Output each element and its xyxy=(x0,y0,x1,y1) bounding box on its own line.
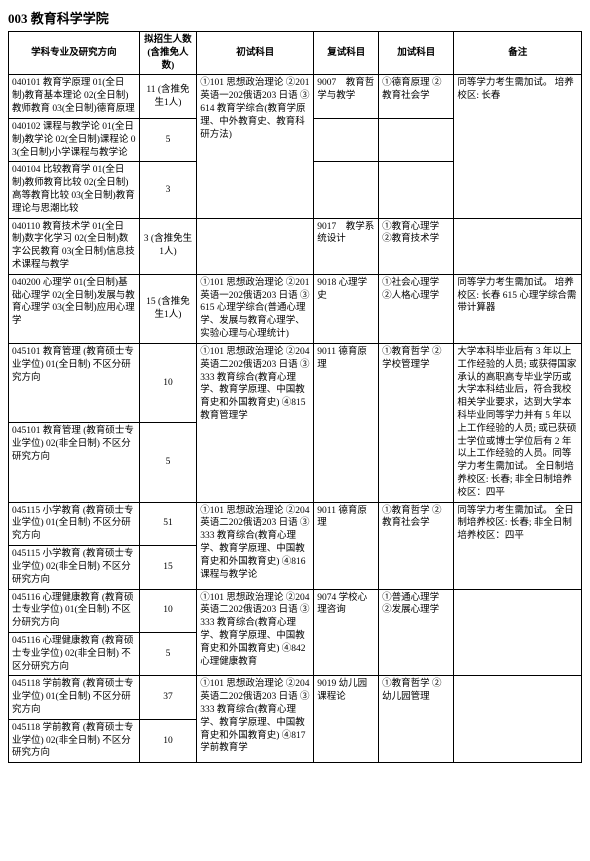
header-exam3: 加试科目 xyxy=(379,32,454,75)
cell-exam2: 9018 心理学史 xyxy=(314,274,379,343)
cell-note xyxy=(454,218,582,274)
header-num: 拟招生人数 (含推免人数) xyxy=(139,32,197,75)
table-row: 045118 学前教育 (教育硕士专业学位) 01(全日制) 不区分研究方向37… xyxy=(9,676,582,719)
cell-exam1: ①101 思想政治理论 ②204 英语二202俄语203 日语 ③333 教育综… xyxy=(197,502,314,589)
cell-exam1: ①101 思想政治理论 ②204 英语二202俄语203 日语 ③333 教育综… xyxy=(197,343,314,502)
cell-exam1: ①101 思想政治理论 ②201 英语一202俄语203 日语 ③615 心理学… xyxy=(197,274,314,343)
cell-exam3: ①社会心理学 ②人格心理学 xyxy=(379,274,454,343)
cell-num: 15 (含推免生1人) xyxy=(139,274,197,343)
cell-num: 5 xyxy=(139,423,197,502)
cell-exam1: ①101 思想政治理论 ②201 英语一202俄语203 日语 ③614 教育学… xyxy=(197,75,314,218)
table-row: 045115 小学教育 (教育硕士专业学位) 01(全日制) 不区分研究方向51… xyxy=(9,502,582,545)
cell-major: 045118 学前教育 (教育硕士专业学位) 02(非全日制) 不区分研究方向 xyxy=(9,719,140,762)
cell-exam2: 9017 教学系统设计 xyxy=(314,218,379,274)
cell-num: 3 xyxy=(139,162,197,218)
table-row: 040110 教育技术学 01(全日制)数字化学习 02(全日制)数字公民教育 … xyxy=(9,218,582,274)
cell-num: 3 (含推免生1人) xyxy=(139,218,197,274)
cell-major: 045118 学前教育 (教育硕士专业学位) 01(全日制) 不区分研究方向 xyxy=(9,676,140,719)
cell-major: 045115 小学教育 (教育硕士专业学位) 02(非全日制) 不区分研究方向 xyxy=(9,546,140,589)
cell-exam2 xyxy=(314,162,379,218)
cell-exam2: 9007 教育哲学与教学 xyxy=(314,75,379,118)
table-row: 040101 教育学原理 01(全日制)教育基本理论 02(全日制)教师教育 0… xyxy=(9,75,582,118)
cell-exam3: ①教育哲学 ②学校管理学 xyxy=(379,343,454,502)
cell-num: 5 xyxy=(139,118,197,161)
cell-exam3: ①教育哲学 ②幼儿园管理 xyxy=(379,676,454,763)
cell-major: 045101 教育管理 (教育硕士专业学位) 01(全日制) 不区分研究方向 xyxy=(9,343,140,422)
cell-major: 040104 比较教育学 01(全日制)教师教育比较 02(全日制)高等教育比较… xyxy=(9,162,140,218)
cell-exam3: ①教育哲学 ②教育社会学 xyxy=(379,502,454,589)
header-exam1: 初试科目 xyxy=(197,32,314,75)
cell-exam2: 9011 德育原理 xyxy=(314,502,379,589)
cell-major: 040110 教育技术学 01(全日制)数字化学习 02(全日制)数字公民教育 … xyxy=(9,218,140,274)
cell-exam2: 9019 幼儿园课程论 xyxy=(314,676,379,763)
cell-exam2 xyxy=(314,118,379,161)
cell-num: 10 xyxy=(139,589,197,632)
cell-exam3 xyxy=(379,118,454,161)
cell-note xyxy=(454,589,582,676)
cell-major: 045115 小学教育 (教育硕士专业学位) 01(全日制) 不区分研究方向 xyxy=(9,502,140,545)
header-exam2: 复试科目 xyxy=(314,32,379,75)
cell-major: 045116 心理健康教育 (教育硕士专业学位) 02(非全日制) 不区分研究方… xyxy=(9,632,140,675)
page-title: 003 教育科学学院 xyxy=(8,8,582,27)
cell-major: 040200 心理学 01(全日制)基础心理学 02(全日制)发展与教育心理学 … xyxy=(9,274,140,343)
cell-num: 51 xyxy=(139,502,197,545)
cell-num: 5 xyxy=(139,632,197,675)
header-major: 学科专业及研究方向 xyxy=(9,32,140,75)
cell-exam1: ①101 思想政治理论 ②204 英语二202俄语203 日语 ③333 教育综… xyxy=(197,676,314,763)
cell-num: 15 xyxy=(139,546,197,589)
cell-exam3 xyxy=(379,162,454,218)
cell-major: 045101 教育管理 (教育硕士专业学位) 02(非全日制) 不区分研究方向 xyxy=(9,423,140,502)
cell-exam3: ①普通心理学 ②发展心理学 xyxy=(379,589,454,676)
table-row: 040200 心理学 01(全日制)基础心理学 02(全日制)发展与教育心理学 … xyxy=(9,274,582,343)
cell-exam2: 9011 德育原理 xyxy=(314,343,379,502)
cell-exam1 xyxy=(197,218,314,274)
cell-note: 同等学力考生需加试。 培养校区: 长春 xyxy=(454,75,582,218)
cell-exam2: 9074 学校心理咨询 xyxy=(314,589,379,676)
cell-num: 10 xyxy=(139,719,197,762)
header-note: 备注 xyxy=(454,32,582,75)
cell-note xyxy=(454,676,582,763)
table-header: 学科专业及研究方向 拟招生人数 (含推免人数) 初试科目 复试科目 加试科目 备… xyxy=(9,32,582,75)
cell-note: 同等学力考生需加试。 培养校区: 长春 615 心理学综合需带计算器 xyxy=(454,274,582,343)
table-body: 040101 教育学原理 01(全日制)教育基本理论 02(全日制)教师教育 0… xyxy=(9,75,582,763)
cell-num: 37 xyxy=(139,676,197,719)
cell-note: 同等学力考生需加试。 全日制培养校区: 长春; 非全日制培养校区：四平 xyxy=(454,502,582,589)
cell-num: 10 xyxy=(139,343,197,422)
table-row: 045116 心理健康教育 (教育硕士专业学位) 01(全日制) 不区分研究方向… xyxy=(9,589,582,632)
cell-major: 040101 教育学原理 01(全日制)教育基本理论 02(全日制)教师教育 0… xyxy=(9,75,140,118)
program-table: 学科专业及研究方向 拟招生人数 (含推免人数) 初试科目 复试科目 加试科目 备… xyxy=(8,31,582,763)
table-row: 045101 教育管理 (教育硕士专业学位) 01(全日制) 不区分研究方向10… xyxy=(9,343,582,422)
cell-exam3: ①教育心理学 ②教育技术学 xyxy=(379,218,454,274)
cell-exam1: ①101 思想政治理论 ②204 英语二202俄语203 日语 ③333 教育综… xyxy=(197,589,314,676)
cell-major: 040102 课程与教学论 01(全日制)教学论 02(全日制)课程论 03(全… xyxy=(9,118,140,161)
cell-note: 大学本科毕业后有 3 年以上工作经验的人员; 或获得国家承认的高职高专毕业学历或… xyxy=(454,343,582,502)
cell-num: 11 (含推免生1人) xyxy=(139,75,197,118)
cell-major: 045116 心理健康教育 (教育硕士专业学位) 01(全日制) 不区分研究方向 xyxy=(9,589,140,632)
cell-exam3: ①德育原理 ②教育社会学 xyxy=(379,75,454,118)
